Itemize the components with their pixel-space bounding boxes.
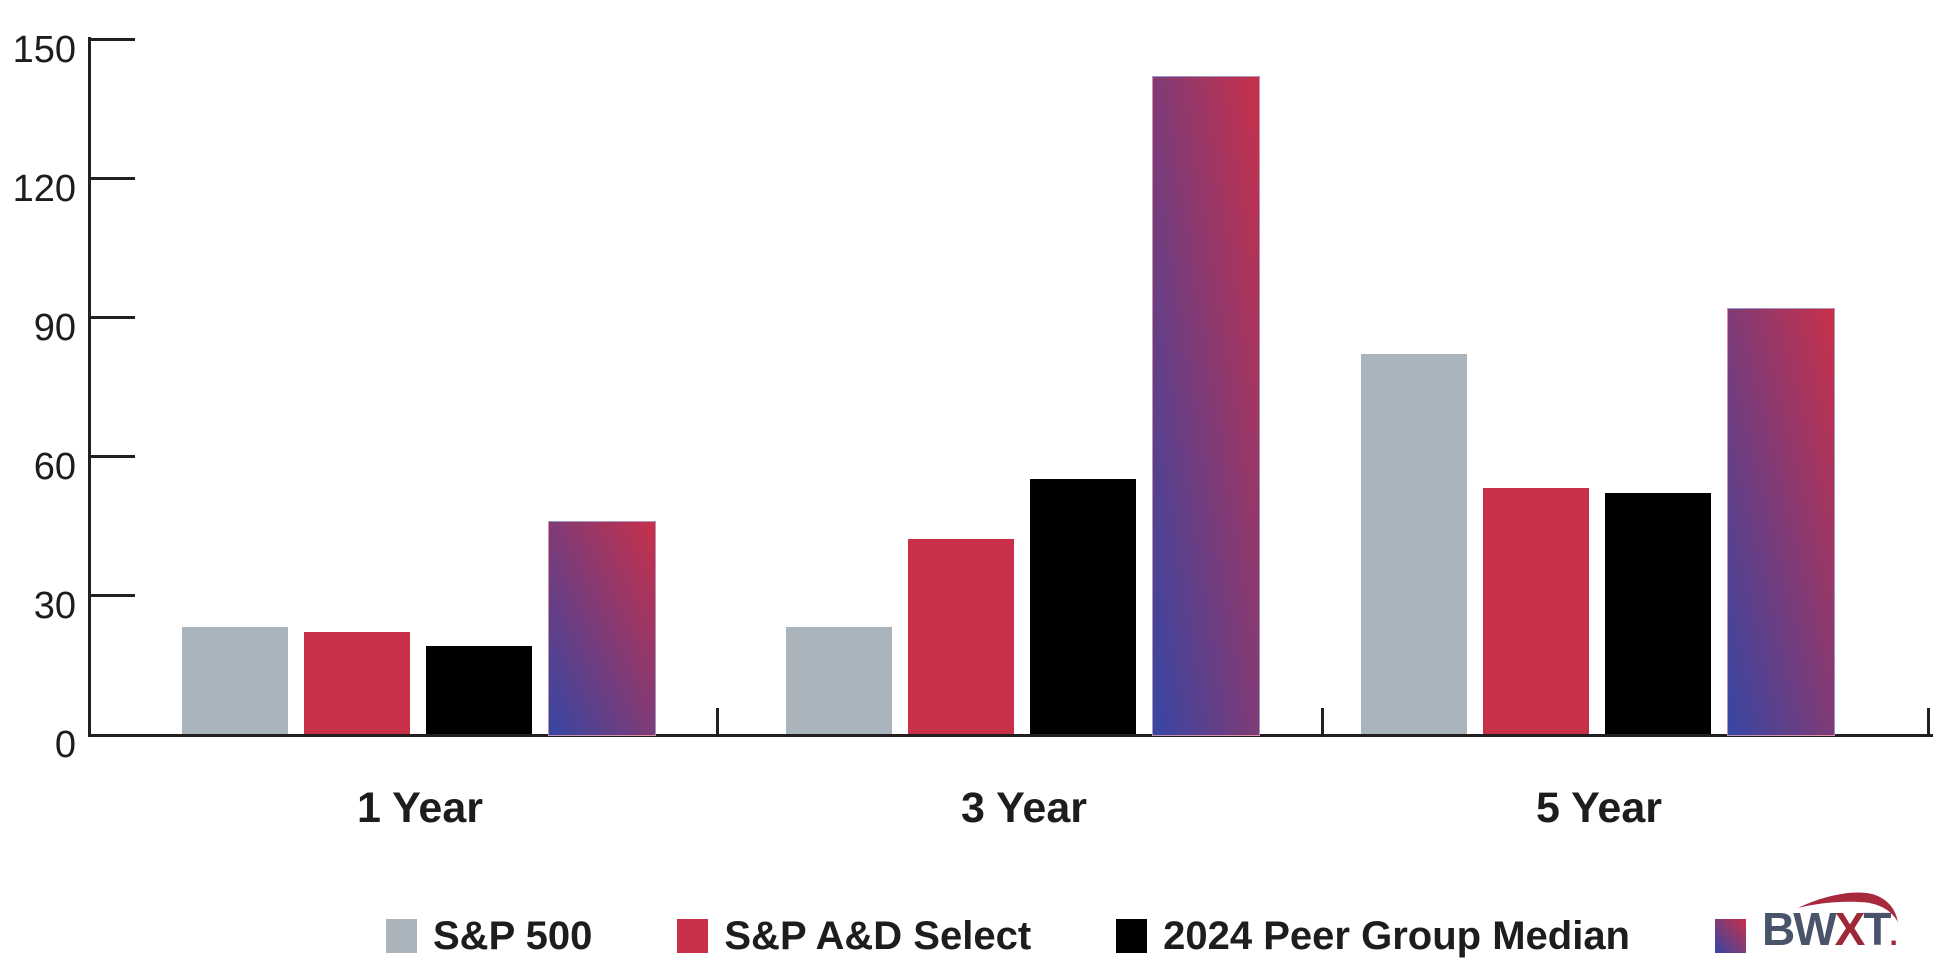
bar-1-year-s-p-a-d-select [304,632,410,734]
y-axis-tick [88,316,135,319]
legend-item: S&P A&D Select [677,916,1031,956]
bar-1-year-2024-peer-group-median [426,646,532,734]
x-axis-category-label: 3 Year [961,784,1087,832]
legend-swatch [1715,919,1746,953]
chart-legend: S&P 500 S&P A&D Select 2024 Peer Group Med… [386,892,1920,956]
bar-3-year-bwxt [1152,76,1260,736]
y-axis-tick [88,38,135,41]
y-axis-tick [88,594,135,597]
y-axis-tick-label: 0 [54,724,76,766]
bar-5-year-2024-peer-group-median [1605,493,1711,734]
bar-5-year-bwxt [1727,308,1835,736]
x-axis-category-label: 5 Year [1536,784,1662,832]
bar-3-year-s-p-500 [786,627,892,734]
bar-5-year-s-p-a-d-select [1483,488,1589,734]
y-axis-tick-label: 90 [33,307,76,349]
y-axis-tick [88,455,135,458]
x-axis-category-label: 1 Year [357,784,483,832]
legend-label: 2024 Peer Group Median [1163,914,1630,958]
bar-3-year-2024-peer-group-median [1030,479,1136,734]
legend-item: BWXT. [1715,892,1920,955]
legend-swatch [677,919,709,953]
legend-swatch [386,919,417,953]
y-axis-tick-label: 150 [12,29,76,71]
y-axis-tick-label: 30 [33,585,76,627]
x-axis-tick [716,708,719,734]
legend-item: 2024 Peer Group Median [1116,916,1630,956]
x-axis-tick [1321,708,1324,734]
y-axis-line [88,37,91,737]
bar-1-year-s-p-500 [182,627,288,734]
legend-label: S&P A&D Select [724,914,1032,958]
x-axis-tick [1927,708,1930,734]
x-axis-line [88,734,1933,737]
legend-label: S&P 500 [433,914,593,958]
bar-1-year-bwxt [548,521,656,736]
svg-text:BWXT.: BWXT. [1762,903,1896,955]
legend-item: S&P 500 [386,916,592,956]
y-axis-tick-label: 60 [33,446,76,488]
bar-5-year-s-p-500 [1361,354,1467,734]
bwxt-logo: BWXT. [1762,892,1898,955]
legend-swatch [1116,919,1148,953]
y-axis-tick-label: 120 [12,168,76,210]
y-axis-tick [88,177,135,180]
bar-3-year-s-p-a-d-select [908,539,1014,734]
logo-swoosh-icon [1798,892,1898,922]
